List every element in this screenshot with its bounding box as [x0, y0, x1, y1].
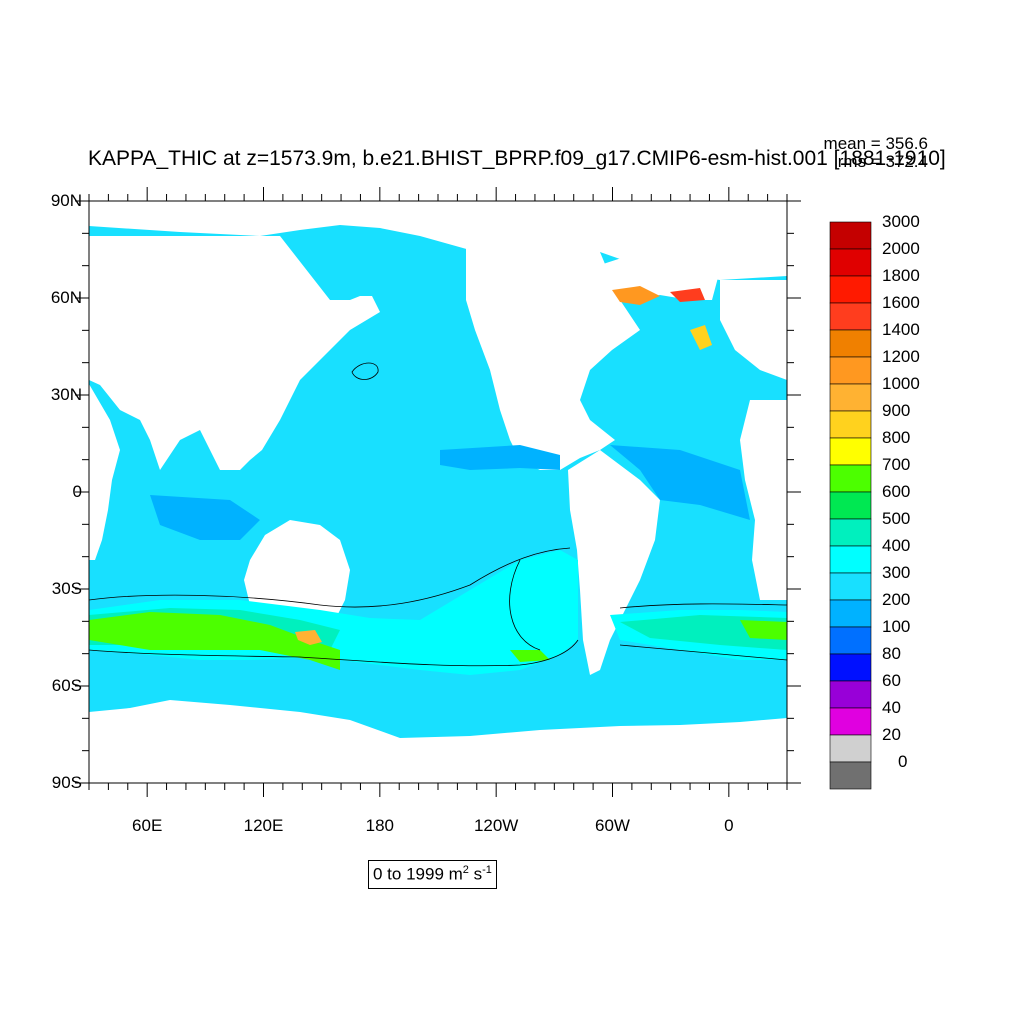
- asia-land: [89, 236, 380, 470]
- colorbar-label: 700: [882, 455, 911, 474]
- colorbar-swatch: [829, 545, 872, 574]
- colorbar-swatch: [829, 383, 872, 412]
- y-tick-label: 30S: [51, 579, 82, 598]
- hotspot-iceland: [670, 288, 705, 302]
- colorbar-swatch: [829, 491, 872, 520]
- africa-land: [740, 400, 787, 600]
- colorbar-label: 400: [882, 536, 911, 555]
- hotspot-norway: [690, 325, 712, 350]
- south-america-land: [568, 450, 660, 675]
- north-america-land: [466, 240, 640, 470]
- europe-land: [720, 280, 787, 380]
- colorbar-label: 500: [882, 509, 911, 528]
- colorbar-swatch: [829, 518, 872, 547]
- equatorial-band: [440, 445, 560, 470]
- y-tick-label: 90N: [50, 191, 82, 210]
- y-tick-label: 30N: [50, 385, 82, 404]
- x-tick-label: 0: [724, 816, 734, 835]
- colorbar-swatch: [829, 680, 872, 709]
- x-tick-label: 120W: [473, 816, 519, 835]
- band-700-mid: [510, 650, 550, 662]
- colorbar-swatch: [829, 248, 872, 277]
- band-700-west: [89, 612, 340, 670]
- map-layer: [89, 204, 787, 783]
- mean-label: mean = 356.6: [823, 134, 928, 153]
- colorbar-swatch: [829, 302, 872, 331]
- colorbar-label: 1600: [882, 293, 920, 312]
- colorbar-label: 200: [882, 590, 911, 609]
- y-tick-label: 60S: [51, 676, 82, 695]
- colorbar-label: 600: [882, 482, 911, 501]
- colorbar-swatch: [829, 275, 872, 304]
- colorbar-label: 1200: [882, 347, 920, 366]
- colorbar-swatch: [829, 626, 872, 655]
- colorbar-label: 800: [882, 428, 911, 447]
- colorbar-label: 100: [882, 617, 911, 636]
- colorbar-label: 20: [882, 725, 901, 744]
- colorbar-label: 60: [882, 671, 901, 690]
- chart-title: KAPPA_THIC at z=1573.9m, b.e21.BHIST_BPR…: [88, 147, 946, 170]
- colorbar: [829, 221, 872, 790]
- eurasia-land: [89, 204, 787, 280]
- colorbar-swatch: [829, 329, 872, 358]
- x-tick-label: 60W: [595, 816, 630, 835]
- colorbar-swatch: [829, 437, 872, 466]
- colorbar-swatch: [829, 410, 872, 439]
- hotspot-tasmania: [295, 630, 322, 645]
- antarctica-land: [89, 700, 787, 783]
- rms-label: rms = 372.4: [837, 152, 928, 171]
- colorbar-label: 2000: [882, 239, 920, 258]
- y-tick-label: 0: [72, 482, 82, 501]
- colorbar-swatch: [829, 599, 872, 628]
- x-tick-label: 60E: [132, 816, 163, 835]
- colorbar-swatch: [829, 464, 872, 493]
- range-label: 0 to 1999 m2 s-1: [368, 860, 497, 889]
- contour-lines: [89, 362, 787, 667]
- colorbar-label: 1800: [882, 266, 920, 285]
- colorbar-swatch: [829, 572, 872, 601]
- colorbar-swatch: [829, 221, 872, 250]
- colorbar-label: 80: [882, 644, 901, 663]
- colorbar-label: 1400: [882, 320, 920, 339]
- y-tick-label: 90S: [51, 773, 82, 792]
- x-tick-label: 120E: [243, 816, 284, 835]
- tick-marks: [75, 187, 801, 797]
- colorbar-swatch: [829, 707, 872, 736]
- colorbar-swatch: [829, 356, 872, 385]
- colorbar-swatch: [829, 653, 872, 682]
- hotspot-greenland: [612, 286, 660, 305]
- y-tick-label: 60N: [50, 288, 82, 307]
- colorbar-label: 1000: [882, 374, 920, 393]
- colorbar-label: 0: [898, 752, 908, 771]
- colorbar-swatch: [829, 734, 872, 763]
- atlantic-band: [610, 445, 750, 520]
- x-tick-label: 180: [365, 816, 395, 835]
- band-700-east: [740, 620, 787, 640]
- indian-band: [150, 495, 260, 540]
- africa-asia-land: [89, 384, 120, 560]
- colorbar-label: 40: [882, 698, 901, 717]
- colorbar-label: 300: [882, 563, 911, 582]
- colorbar-swatch: [829, 761, 872, 790]
- colorbar-label: 3000: [882, 212, 920, 231]
- colorbar-label: 900: [882, 401, 911, 420]
